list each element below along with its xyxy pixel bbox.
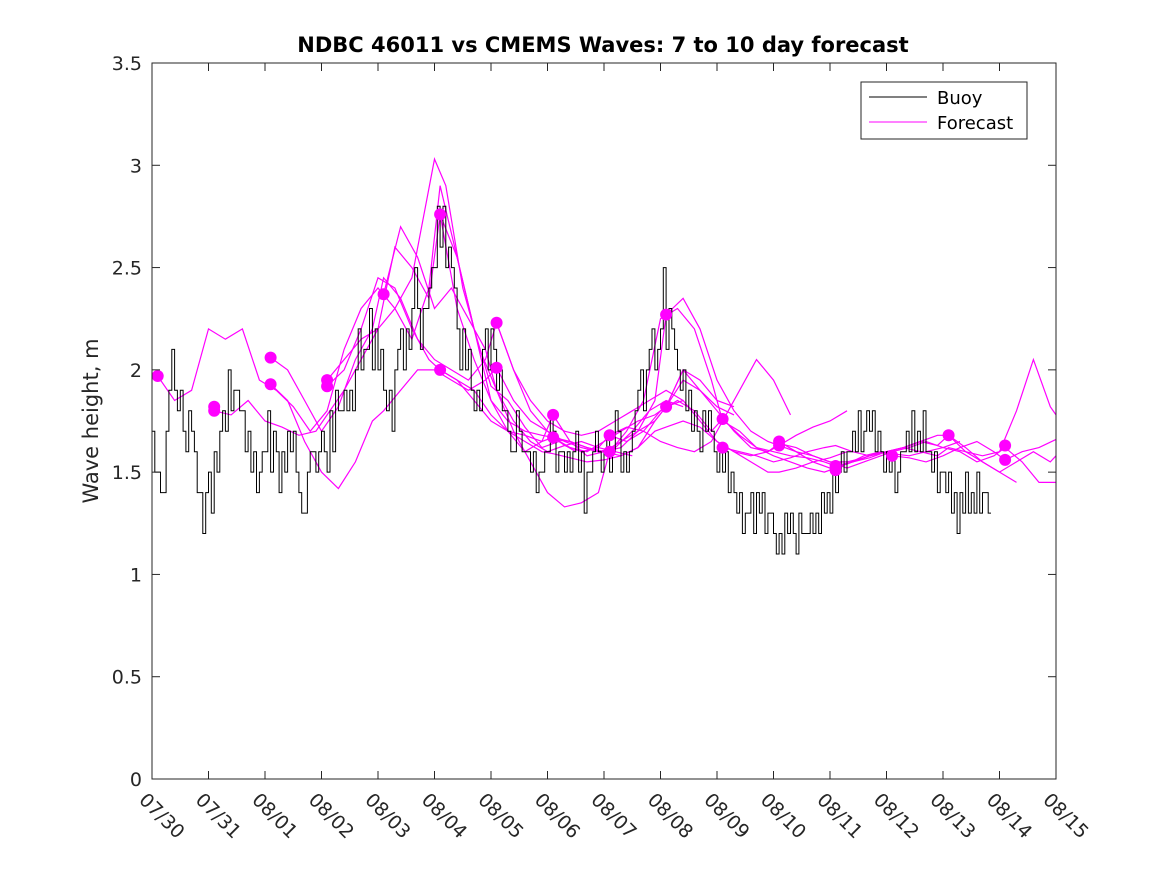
y-tick-label-0: 0 [130,769,142,791]
forecast-marker-8 [377,288,390,301]
legend-label-forecast: Forecast [937,113,1013,134]
y-axis: 0 0.5 1 1.5 2 2.5 3 3.5 [112,53,1056,791]
y-tick-label-2: 1 [130,564,142,586]
forecast-marker-22 [773,439,786,452]
forecast-marker-15 [603,429,616,442]
forecast-marker-13 [547,408,560,421]
forecast-marker-19 [716,413,729,425]
forecast-marker-18 [660,400,673,413]
forecast-line-1 [157,185,577,453]
forecast-marker-26 [942,429,955,442]
forecast-marker-20 [716,441,729,454]
forecast-marker-3 [208,400,221,413]
forecast-marker-16 [603,445,616,458]
y-tick-label-1: 0.5 [112,667,142,689]
y-tick-label-5: 2.5 [112,258,142,280]
forecast-line-2 [214,157,633,457]
legend-box [860,81,1028,140]
y-tick-label-6: 3 [130,155,142,177]
chart-title: NDBC 46011 vs CMEMS Waves: 7 to 10 day f… [297,33,908,57]
y-tick-label-7: 3.5 [112,53,142,75]
forecast-marker-11 [490,316,503,329]
forecast-marker-17 [660,308,673,321]
forecast-marker-25 [886,449,899,462]
forecast-marker-1 [151,370,164,382]
forecast-marker-7 [321,380,334,393]
forecast-marker-14 [547,431,560,444]
forecast-marker-27 [999,439,1012,452]
buoy-line [152,205,991,555]
y-axis-label: Wave height, m [79,338,103,503]
forecast-marker-5 [264,378,277,391]
forecast-marker-4 [264,351,277,364]
forecast-markers [151,208,1012,477]
buoy-line-group [152,205,991,555]
forecast-line-13 [665,399,1056,483]
plot-area [151,62,1057,780]
legend: Buoy Forecast [860,81,1028,140]
forecast-marker-9 [434,208,447,221]
forecast-marker-28 [999,453,1012,466]
forecast-marker-24 [829,464,842,477]
legend-label-buoy: Buoy [937,88,983,109]
y-tick-label-3: 1.5 [112,462,142,484]
y-tick-label-4: 2 [130,360,142,382]
forecast-marker-10 [434,363,447,376]
plot-background [152,63,1056,779]
forecast-line-3 [270,276,684,436]
forecast-marker-12 [490,361,503,374]
forecast-line-16 [835,357,1057,467]
